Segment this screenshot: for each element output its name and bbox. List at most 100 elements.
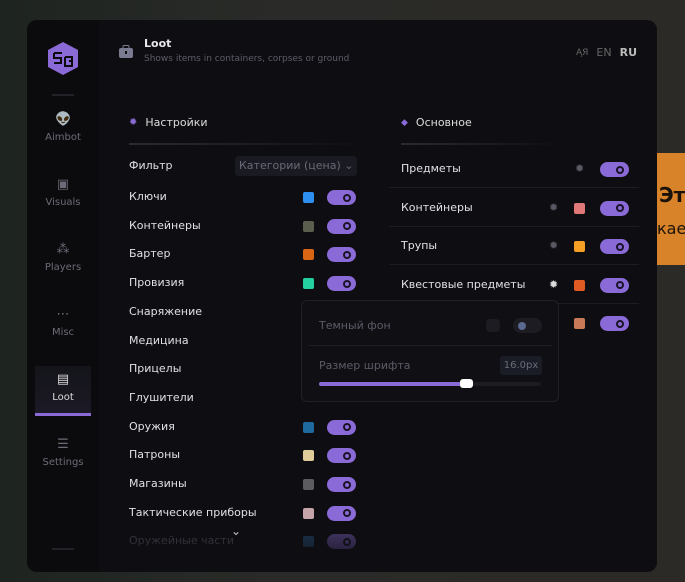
main-row-label: Предметы xyxy=(401,162,461,175)
toggle-switch[interactable] xyxy=(327,505,356,521)
gear-icon[interactable]: ✹ xyxy=(549,239,559,253)
setting-row-label: Провизия xyxy=(129,276,185,290)
toggle-switch[interactable] xyxy=(600,316,629,332)
alien-icon: 👽 xyxy=(55,112,72,127)
dark-bg-color-swatch[interactable] xyxy=(486,319,500,332)
slider-fill xyxy=(319,382,466,386)
lang-ru[interactable]: RU xyxy=(619,46,637,59)
slider-handle[interactable] xyxy=(459,379,473,388)
divider xyxy=(401,143,561,145)
background-banner: Эт кае xyxy=(657,153,685,265)
toggle-switch[interactable] xyxy=(600,277,629,293)
setting-row-label: Патроны xyxy=(129,448,181,462)
color-swatch[interactable] xyxy=(303,249,314,261)
sidebar-item-label: Aimbot xyxy=(45,132,81,143)
color-swatch[interactable] xyxy=(574,241,585,253)
main-row-label: Трупы xyxy=(401,239,438,253)
main-section-title: ◆ Основное xyxy=(401,116,472,129)
setting-row-label: Прицелы xyxy=(129,362,182,376)
briefcase-icon xyxy=(119,45,133,58)
gear-icon: ✹ xyxy=(129,117,138,128)
banner-text: кае xyxy=(657,219,685,238)
setting-row-label: Глушители xyxy=(129,390,194,404)
diamond-icon: ◆ xyxy=(401,117,408,128)
toggle-switch[interactable] xyxy=(327,276,356,292)
sidebar-item-label: Loot xyxy=(52,392,74,403)
toggle-switch[interactable] xyxy=(600,200,629,216)
toggle-switch[interactable] xyxy=(600,162,629,177)
color-swatch[interactable] xyxy=(574,279,585,291)
toggle-switch[interactable] xyxy=(600,239,629,255)
vr-headset-icon: ▣ xyxy=(56,177,70,192)
page-title: Loot xyxy=(144,37,172,50)
gear-icon[interactable]: ✹ xyxy=(549,277,559,291)
translate-icon: A̧Я xyxy=(575,47,589,58)
color-swatch[interactable] xyxy=(303,421,314,433)
chevron-down-icon: ⌄ xyxy=(344,159,354,172)
divider xyxy=(389,225,639,227)
sidebar-item-players[interactable]: ⁂ Players xyxy=(35,236,91,286)
setting-row-label: Медицина xyxy=(129,333,189,347)
toggle-switch[interactable] xyxy=(327,218,356,234)
settings-popup: Темный фон Размер шрифта 16.0px xyxy=(301,300,559,402)
dots-icon: ⋯ xyxy=(56,307,70,322)
setting-row-label: Оружия xyxy=(129,419,175,433)
dark-bg-toggle[interactable] xyxy=(513,318,542,333)
font-size-value[interactable]: 16.0px xyxy=(500,356,542,375)
divider xyxy=(308,345,552,346)
main-row-label: Контейнеры xyxy=(401,200,473,214)
sidebar-item-misc[interactable]: ⋯ Misc xyxy=(35,301,91,351)
lang-en[interactable]: EN xyxy=(596,46,612,59)
font-size-label: Размер шрифта xyxy=(319,359,411,372)
setting-row-label: Бартер xyxy=(129,247,171,261)
banner-text: Эт xyxy=(659,183,685,207)
sidebar-item-label: Misc xyxy=(51,327,75,338)
toggle-switch[interactable] xyxy=(327,477,356,492)
font-size-slider[interactable] xyxy=(319,379,541,388)
divider xyxy=(52,94,74,96)
color-swatch[interactable] xyxy=(303,220,314,232)
toggle-switch[interactable] xyxy=(327,448,356,464)
divider xyxy=(389,187,639,188)
scroll-fade xyxy=(99,532,657,572)
sidebar-item-label: Settings xyxy=(42,457,84,468)
list-icon: ☰ xyxy=(57,437,69,452)
color-swatch[interactable] xyxy=(303,450,314,462)
loot-window: 👽 Aimbot ▣ Visuals ⁂ Players ⋯ Misc ▤ Loot ☰ Settin… xyxy=(27,20,657,572)
color-swatch[interactable] xyxy=(574,202,585,214)
sidebar: 👽 Aimbot ▣ Visuals ⁂ Players ⋯ Misc ▤ Loot ☰ Settin… xyxy=(27,20,99,572)
toggle-switch[interactable] xyxy=(327,419,356,435)
divider xyxy=(52,548,74,550)
setting-row-label: Тактические приборы xyxy=(129,505,257,519)
sidebar-item-loot[interactable]: ▤ Loot xyxy=(35,366,91,416)
sidebar-item-label: Visuals xyxy=(45,197,81,208)
users-icon: ⁂ xyxy=(56,242,70,257)
sidebar-item-visuals[interactable]: ▣ Visuals xyxy=(35,171,91,221)
scroll-down-chevron-icon[interactable]: ⌄ xyxy=(231,524,242,538)
setting-row-label: Снаряжение xyxy=(129,304,202,318)
divider xyxy=(129,143,369,145)
color-swatch[interactable] xyxy=(303,479,314,490)
divider xyxy=(389,264,639,266)
gear-icon[interactable]: ✹ xyxy=(549,200,559,214)
language-switcher: A̧Я EN RU xyxy=(576,46,637,59)
filter-label: Фильтр xyxy=(129,159,173,172)
settings-section-title: ✹ Настройки xyxy=(129,116,208,129)
setting-row-label: Магазины xyxy=(129,477,187,490)
filter-select[interactable]: Категории (цена) ⌄ xyxy=(235,156,357,176)
logo-icon xyxy=(48,42,78,75)
briefcase-icon: ▤ xyxy=(56,372,70,387)
sidebar-item-label: Players xyxy=(44,262,82,273)
gear-icon[interactable]: ✹ xyxy=(575,162,585,175)
color-swatch[interactable] xyxy=(303,278,314,290)
color-swatch[interactable] xyxy=(303,192,314,203)
sidebar-item-settings[interactable]: ☰ Settings xyxy=(35,431,91,481)
sidebar-item-aimbot[interactable]: 👽 Aimbot xyxy=(35,106,91,156)
dark-bg-label: Темный фон xyxy=(319,319,391,332)
toggle-switch[interactable] xyxy=(327,247,356,263)
page-subtitle: Shows items in containers, corpses or gr… xyxy=(144,54,350,64)
color-swatch[interactable] xyxy=(303,507,314,519)
setting-row-label: Контейнеры xyxy=(129,218,201,232)
color-swatch[interactable] xyxy=(574,318,585,330)
toggle-switch[interactable] xyxy=(327,190,356,205)
